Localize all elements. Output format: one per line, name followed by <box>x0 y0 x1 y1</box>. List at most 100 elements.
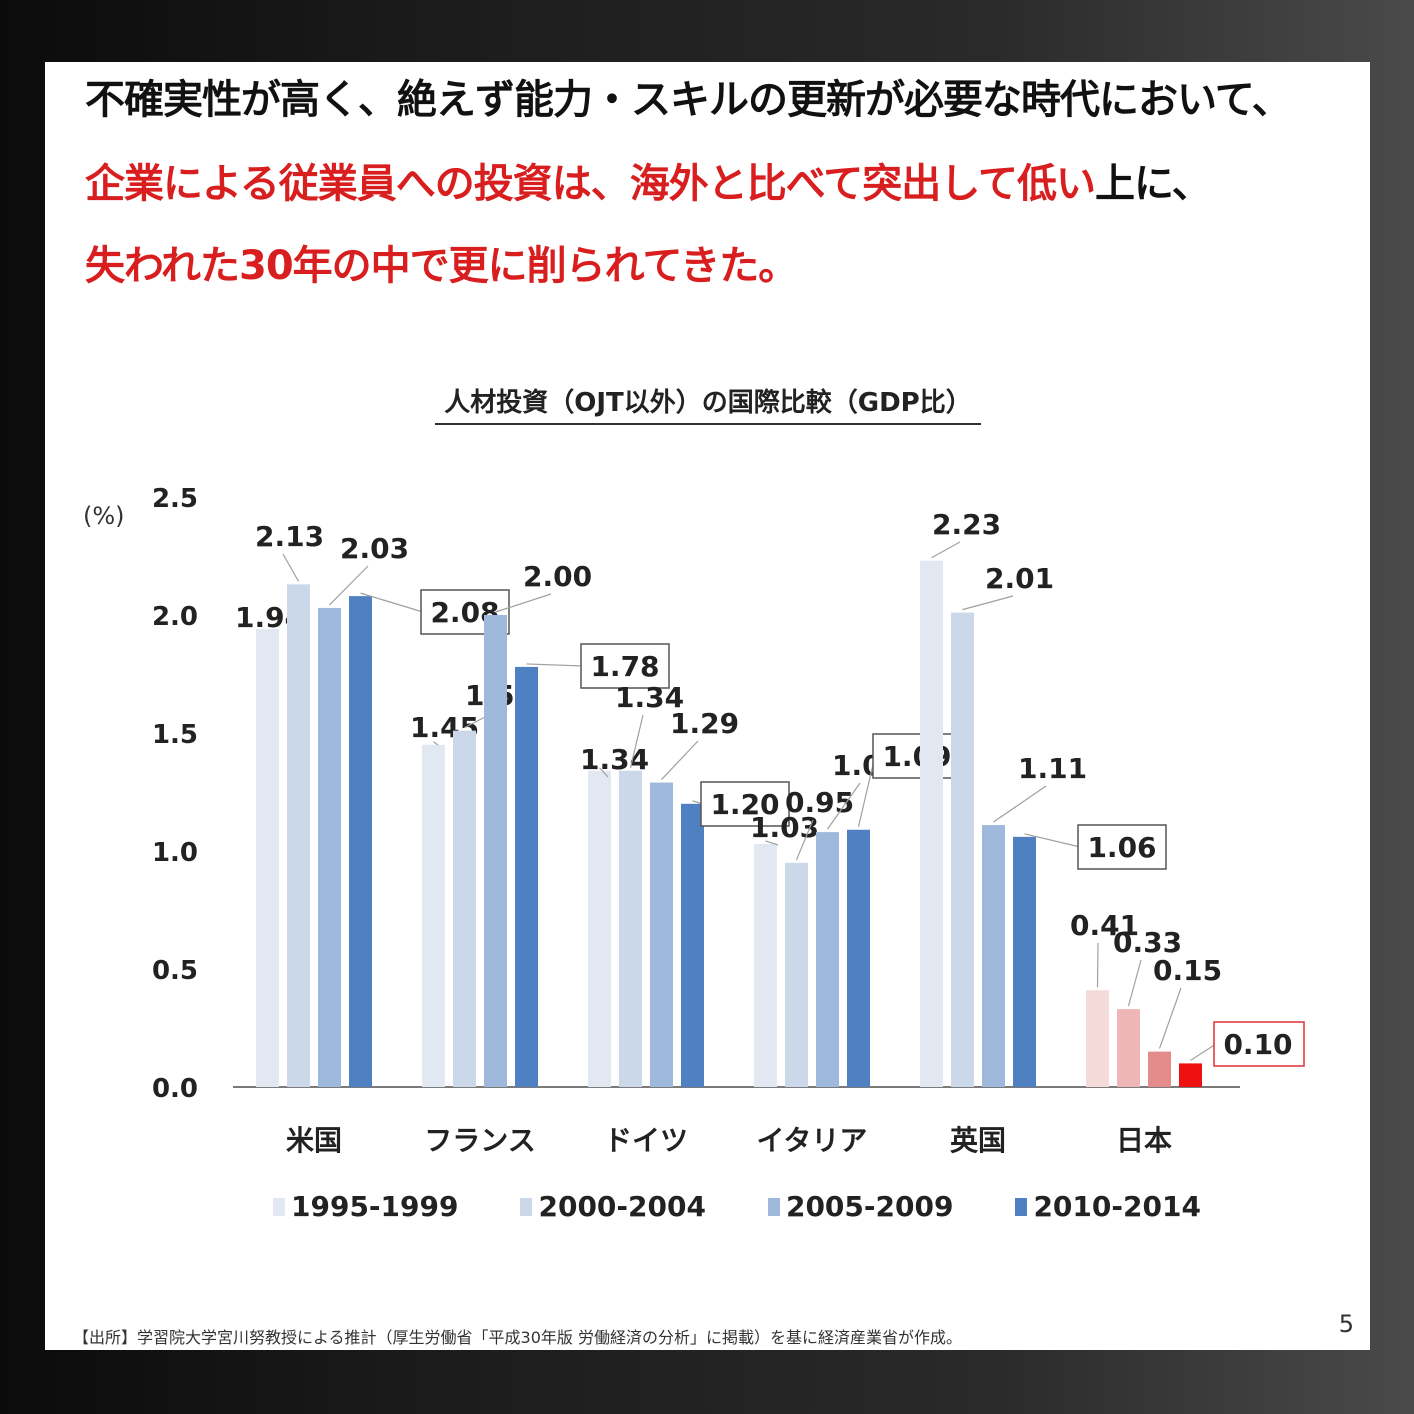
bar <box>349 596 372 1087</box>
label-leader-line <box>993 785 1047 823</box>
headline-line-3: 失われた30年の中で更に削られてきた。 <box>85 243 798 289</box>
bar <box>484 615 507 1087</box>
legend-swatch-1995-1999 <box>273 1197 285 1216</box>
label-leader-line <box>1158 987 1182 1049</box>
legend-swatch-2010-2014 <box>1015 1197 1028 1216</box>
y-tick-label: 1.5 <box>152 720 198 750</box>
bar <box>1086 990 1109 1087</box>
data-label: 0.41 <box>1070 909 1139 942</box>
bar <box>422 744 445 1087</box>
bar <box>515 666 538 1087</box>
label-leader-line <box>1190 1043 1217 1061</box>
bar <box>1117 1009 1140 1087</box>
legend-swatch-2005-2009 <box>767 1197 780 1216</box>
data-label-box <box>1077 824 1167 870</box>
data-label-box <box>1213 1021 1305 1067</box>
label-leader-line <box>282 553 300 582</box>
label-leader-line <box>795 819 814 861</box>
legend-item: 2000-2004 <box>520 1190 706 1223</box>
label-leader-line <box>629 714 644 768</box>
data-label: 1.29 <box>670 707 739 740</box>
data-label: 1.34 <box>615 681 684 714</box>
slide: 不確実性が高く、絶えず能力・スキルの更新が必要な時代において、 企業による従業員… <box>45 62 1370 1350</box>
y-tick-label: 0.5 <box>152 956 198 986</box>
label-leader-line <box>433 741 439 746</box>
chart-title: 人材投資（OJT以外）の国際比較（GDP比） <box>435 382 981 425</box>
bar <box>1013 836 1036 1087</box>
legend-label: 2010-2014 <box>1033 1190 1201 1223</box>
label-leader-line <box>661 740 699 780</box>
legend-item: 1995-1999 <box>273 1190 458 1223</box>
bar <box>982 825 1005 1087</box>
x-category-label: ドイツ <box>604 1124 688 1157</box>
label-leader-line <box>360 592 424 613</box>
source-note: 【出所】学習院大学宮川努教授による推計（厚生労働省「平成30年版 労働経済の分析… <box>73 1328 962 1347</box>
chart-legend: 1995-1999 2000-2004 2005-2009 2010-2014 <box>273 1190 1201 1223</box>
x-category-label: 日本 <box>1116 1124 1172 1157</box>
label-leader-line <box>827 782 861 830</box>
bar <box>588 770 611 1087</box>
label-leader-line <box>599 767 609 778</box>
legend-label: 1995-1999 <box>291 1190 459 1223</box>
data-label: 1.06 <box>1087 831 1156 864</box>
data-label: 1.03 <box>750 811 819 844</box>
label-leader-line <box>931 541 961 559</box>
y-tick-label: 2.5 <box>152 484 198 514</box>
data-label: 2.00 <box>523 560 592 593</box>
bar <box>256 629 279 1087</box>
bar <box>920 560 943 1087</box>
label-leader-line <box>765 840 779 846</box>
data-label-box <box>580 643 670 689</box>
y-tick-label: 1.0 <box>152 838 198 868</box>
data-label: 1.20 <box>710 788 779 821</box>
bar <box>318 607 341 1087</box>
bar <box>785 862 808 1087</box>
bar <box>816 832 839 1087</box>
label-leader-line <box>962 595 1014 611</box>
bar <box>754 843 777 1087</box>
legend-label: 2000-2004 <box>538 1190 706 1223</box>
data-label-box <box>700 781 790 827</box>
x-category-label: 米国 <box>286 1124 342 1157</box>
bar <box>619 770 642 1087</box>
data-label: 0.33 <box>1113 926 1182 959</box>
data-label: 2.23 <box>932 508 1001 541</box>
bar <box>1179 1063 1202 1087</box>
y-axis-unit: (%) <box>83 502 125 530</box>
y-tick-label: 2.0 <box>152 602 198 632</box>
data-label: 2.01 <box>985 562 1054 595</box>
data-label: 2.13 <box>255 520 324 553</box>
bar <box>681 803 704 1087</box>
legend-swatch-2000-2004 <box>520 1197 533 1216</box>
bar <box>951 612 974 1087</box>
label-leader-line <box>526 663 584 667</box>
data-label: 1.78 <box>590 650 659 683</box>
label-leader-line <box>1096 942 1099 988</box>
legend-item: 2010-2014 <box>1015 1190 1201 1223</box>
x-category-label: イタリア <box>757 1124 868 1157</box>
x-category-label: フランス <box>424 1124 535 1157</box>
bar <box>847 829 870 1087</box>
data-label: 2.03 <box>340 532 409 565</box>
label-leader-line <box>1127 959 1142 1007</box>
bar <box>453 730 476 1087</box>
headline-line-2: 企業による従業員への投資は、海外と比べて突出して低い上に、 <box>85 160 1212 208</box>
page-number: 5 <box>1338 1310 1354 1338</box>
bar-chart: 0.00.51.01.52.02.5(%)1.942.13 2.032.08米国1… <box>83 484 1305 1157</box>
label-leader-line <box>1024 833 1081 848</box>
data-label: 1.11 <box>1018 752 1087 785</box>
data-label: 1.34 <box>580 743 649 776</box>
label-leader-line <box>495 593 552 613</box>
data-label: 0.95 <box>785 786 854 819</box>
x-category-label: 英国 <box>950 1124 1006 1157</box>
legend-label: 2005-2009 <box>785 1190 954 1223</box>
headline-line-1: 不確実性が高く、絶えず能力・スキルの更新が必要な時代において、 <box>85 77 1292 123</box>
data-label: 0.15 <box>1153 954 1222 987</box>
bar <box>650 782 673 1087</box>
headline-line-2-red: 企業による従業員への投資は、海外と比べて突出して低い <box>85 161 1096 207</box>
bar <box>287 584 310 1087</box>
data-label: 0.10 <box>1223 1028 1292 1061</box>
legend-item: 2005-2009 <box>767 1190 954 1223</box>
data-label-box <box>872 733 962 779</box>
bar <box>1148 1051 1171 1087</box>
